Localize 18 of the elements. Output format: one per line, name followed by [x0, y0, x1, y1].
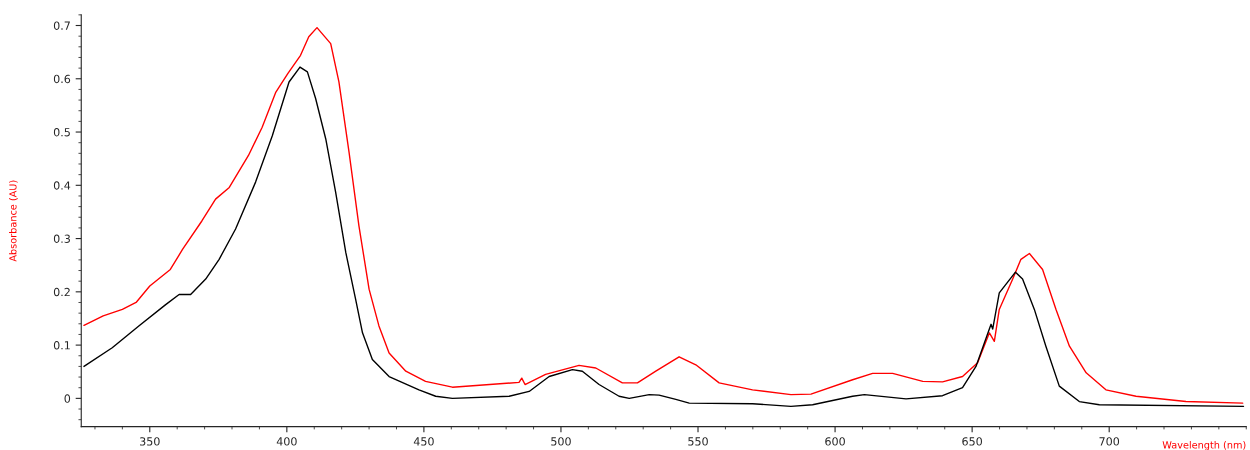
x-tick-label: 450 — [413, 437, 434, 446]
y-tick-label: 0.4 — [53, 181, 71, 190]
y-tick-label: 0.3 — [53, 234, 70, 243]
x-tick-label: 700 — [1099, 437, 1120, 446]
x-axis-title: Wavelength (nm) — [1162, 441, 1246, 450]
y-tick-label: 0.1 — [53, 341, 70, 350]
x-tick-label: 650 — [962, 437, 982, 446]
y-tick-label: 0.7 — [53, 21, 70, 30]
y-tick-label: 0.6 — [53, 74, 71, 84]
y-axis-title: Absorbance (AU) — [9, 180, 18, 262]
x-tick-label: 550 — [688, 437, 708, 446]
x-tick-label: 400 — [276, 437, 297, 446]
y-tick-label: 0 — [64, 394, 71, 403]
y-tick-label: 0.5 — [53, 128, 70, 137]
y-tick-label: 0.2 — [53, 287, 70, 297]
x-tick-label: 600 — [825, 437, 845, 446]
x-tick-label: 350 — [140, 437, 160, 446]
x-tick-label: 500 — [551, 437, 571, 446]
